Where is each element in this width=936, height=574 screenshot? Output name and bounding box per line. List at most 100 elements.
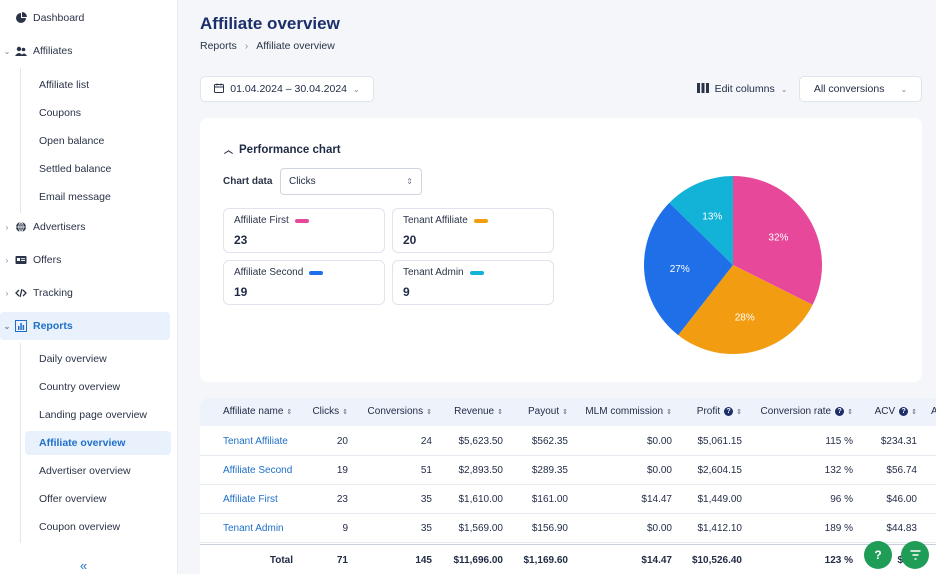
sidebar-item-country-overview[interactable]: Country overview xyxy=(39,381,121,393)
table-cell-revenue: $1,610.00 xyxy=(458,494,504,505)
table-cell-acv: $234.31 xyxy=(880,436,917,447)
column-header-conversion-rate[interactable]: Conversion rate? ⇕ xyxy=(745,406,853,417)
sort-icon[interactable]: ⇕ xyxy=(497,409,503,416)
affiliate-name-link[interactable]: Affiliate First xyxy=(223,494,278,505)
sidebar: Dashboard ⌄ Affiliates Affiliate list Co… xyxy=(0,0,178,574)
table-cell-clicks: 9 xyxy=(342,523,348,534)
column-header-extra[interactable]: A xyxy=(931,406,936,417)
sidebar-item-affiliate-overview[interactable]: Affiliate overview xyxy=(25,431,171,455)
sidebar-item-open-balance[interactable]: Open balance xyxy=(39,135,105,147)
chevron-right-icon: › xyxy=(5,288,9,298)
column-header-mlm-commission[interactable]: MLM commission ⇕ xyxy=(572,406,672,417)
stat-tenant-admin: Tenant Admin 9 xyxy=(392,260,554,305)
stat-value: 23 xyxy=(234,233,248,247)
sort-icon[interactable]: ⇕ xyxy=(426,409,432,416)
stat-affiliate-second: Affiliate Second 19 xyxy=(223,260,385,305)
table-cell-acv: $56.74 xyxy=(886,465,917,476)
column-header-revenue[interactable]: Revenue ⇕ xyxy=(435,406,503,417)
nav-advertisers[interactable]: › Advertisers xyxy=(2,216,86,238)
nav-dashboard[interactable]: Dashboard xyxy=(2,7,84,29)
info-icon[interactable]: ? xyxy=(835,406,845,416)
chart-data-label: Chart data xyxy=(223,176,273,187)
column-header-acv[interactable]: ACV? ⇕ xyxy=(855,406,917,417)
column-header-label: Profit xyxy=(696,406,721,417)
chart-data-select-value: Clicks xyxy=(289,176,316,187)
breadcrumb-current: Affiliate overview xyxy=(256,40,335,52)
pie-chart: 32% 28% 27% 13% xyxy=(644,176,822,354)
column-header-label: ACV xyxy=(874,406,896,417)
info-icon[interactable]: ? xyxy=(724,406,734,416)
globe-icon xyxy=(14,220,28,234)
column-header-clicks[interactable]: Clicks ⇕ xyxy=(300,406,348,417)
performance-chart-title: Performance chart xyxy=(239,143,341,156)
sort-icon[interactable]: ⇕ xyxy=(847,409,853,416)
stat-tenant-affiliate: Tenant Affiliate 20 xyxy=(392,208,554,253)
table-cell-conversion-rate: 115 % xyxy=(825,436,853,447)
total-conversion-rate: 123 % xyxy=(824,555,853,566)
conversions-filter-dropdown[interactable]: All conversions ⌄ xyxy=(799,76,922,102)
sort-icon[interactable]: ⇕ xyxy=(911,409,917,416)
performance-chart-toggle[interactable]: ︿ Performance chart xyxy=(224,143,341,156)
column-header-payout[interactable]: Payout ⇕ xyxy=(506,406,568,417)
sidebar-item-affiliate-list[interactable]: Affiliate list xyxy=(39,79,89,91)
sidebar-item-coupon-overview[interactable]: Coupon overview xyxy=(39,521,121,533)
row-divider xyxy=(200,542,936,543)
affiliate-name-link[interactable]: Affiliate Second xyxy=(223,465,293,476)
table-cell-profit: $1,449.00 xyxy=(697,494,743,505)
date-range-picker[interactable]: 01.04.2024 – 30.04.2024 ⌄ xyxy=(200,76,374,102)
legend-swatch xyxy=(473,218,488,223)
column-header-conversions[interactable]: Conversions ⇕ xyxy=(350,406,432,417)
collapse-sidebar-button[interactable]: « xyxy=(80,558,88,573)
pie-slice-affiliate-first[interactable] xyxy=(733,176,822,305)
pie-slice-affiliate-second[interactable] xyxy=(644,202,733,336)
sidebar-item-advertiser-overview[interactable]: Advertiser overview xyxy=(39,465,131,477)
table-cell-revenue: $2,893.50 xyxy=(458,465,504,476)
nav-reports[interactable]: ⌄ Reports xyxy=(0,312,170,340)
affiliate-name-link[interactable]: Tenant Affiliate xyxy=(223,436,288,447)
filter-icon xyxy=(910,550,920,560)
column-header-label: Payout xyxy=(527,406,560,417)
edit-columns-button[interactable]: Edit columns ⌄ xyxy=(690,76,794,102)
breadcrumb: Reports › Affiliate overview xyxy=(200,40,335,52)
offer-card-icon xyxy=(14,253,28,267)
reports-subnav: Daily overview Country overview Landing … xyxy=(20,343,171,543)
column-header-label: Revenue xyxy=(454,406,495,417)
info-icon[interactable]: ? xyxy=(899,406,909,416)
nav-offers[interactable]: › Offers xyxy=(2,249,62,271)
sidebar-item-daily-overview[interactable]: Daily overview xyxy=(39,353,107,365)
sort-icon[interactable]: ⇕ xyxy=(286,409,293,416)
column-header-affiliate-name[interactable]: Affiliate name ⇕ xyxy=(223,406,323,417)
pie-slice-label: 27% xyxy=(670,264,690,275)
sort-icon[interactable]: ⇕ xyxy=(666,409,672,416)
help-button[interactable]: ? xyxy=(864,541,892,569)
sort-icon[interactable]: ⇕ xyxy=(342,409,348,416)
table-cell-clicks: 20 xyxy=(336,436,348,447)
table-header: Affiliate name ⇕ Clicks ⇕ Conversions ⇕ Revenu… xyxy=(200,398,936,426)
sidebar-item-email-message[interactable]: Email message xyxy=(39,191,111,203)
total-divider xyxy=(200,544,936,545)
sort-icon[interactable]: ⇕ xyxy=(562,409,568,416)
nav-tracking[interactable]: › Tracking xyxy=(2,282,73,304)
pie-slice-tenant-admin[interactable] xyxy=(669,176,733,265)
row-divider xyxy=(200,455,936,456)
affiliate-name-link[interactable]: Tenant Admin xyxy=(223,523,284,534)
sidebar-item-offer-overview[interactable]: Offer overview xyxy=(39,493,107,505)
table-cell-payout: $289.35 xyxy=(531,465,568,476)
code-icon xyxy=(14,286,28,300)
total-mlm-commission: $14.47 xyxy=(641,555,672,566)
pie-slice-tenant-affiliate[interactable] xyxy=(678,265,813,354)
page-title: Affiliate overview xyxy=(200,14,340,33)
stat-value: 19 xyxy=(234,285,248,299)
chart-data-select[interactable]: Clicks ⇕ xyxy=(280,168,422,195)
column-header-profit[interactable]: Profit? ⇕ xyxy=(676,406,742,417)
sidebar-item-coupons[interactable]: Coupons xyxy=(39,107,82,119)
breadcrumb-reports[interactable]: Reports xyxy=(200,40,237,52)
sidebar-item-landing-page-overview[interactable]: Landing page overview xyxy=(39,409,147,421)
table-cell-conversions: 35 xyxy=(420,523,432,534)
nav-affiliates[interactable]: ⌄ Affiliates xyxy=(2,40,73,62)
table-cell-mlm-commission: $0.00 xyxy=(646,436,672,447)
sort-icon[interactable]: ⇕ xyxy=(736,409,742,416)
filter-button[interactable] xyxy=(901,541,929,569)
sidebar-item-settled-balance[interactable]: Settled balance xyxy=(39,163,112,175)
sort-updown-icon: ⇕ xyxy=(406,177,413,186)
